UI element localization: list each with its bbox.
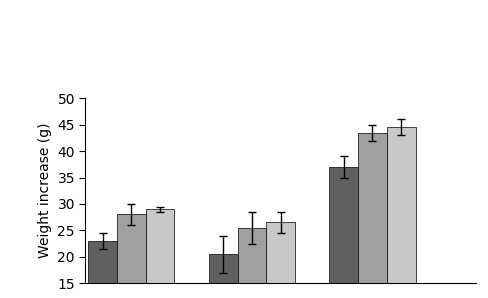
Bar [387,127,415,298]
Bar [358,133,387,298]
Bar [146,209,174,298]
Y-axis label: Weight increase (g): Weight increase (g) [38,123,52,258]
Bar [238,228,266,298]
Bar [117,215,146,298]
Bar [266,222,295,298]
Bar [209,254,238,298]
Bar [329,167,358,298]
Bar [88,241,117,298]
